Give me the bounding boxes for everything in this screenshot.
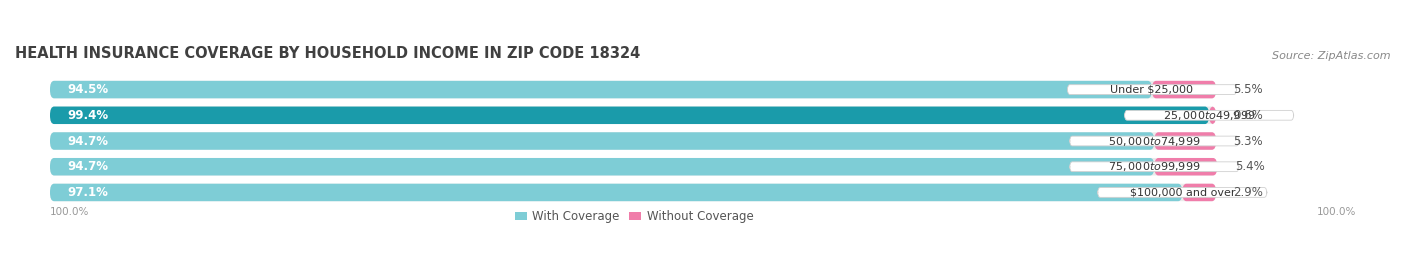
Text: Under $25,000: Under $25,000 xyxy=(1111,84,1194,95)
FancyBboxPatch shape xyxy=(1070,162,1239,172)
Text: 2.9%: 2.9% xyxy=(1233,186,1264,199)
Text: $50,000 to $74,999: $50,000 to $74,999 xyxy=(1108,134,1201,147)
Text: 5.4%: 5.4% xyxy=(1234,160,1264,173)
Text: Source: ZipAtlas.com: Source: ZipAtlas.com xyxy=(1272,51,1391,61)
FancyBboxPatch shape xyxy=(1154,132,1216,150)
FancyBboxPatch shape xyxy=(1098,187,1267,197)
FancyBboxPatch shape xyxy=(51,107,1216,124)
FancyBboxPatch shape xyxy=(1182,184,1216,201)
FancyBboxPatch shape xyxy=(51,132,1154,150)
Text: 99.4%: 99.4% xyxy=(67,109,108,122)
FancyBboxPatch shape xyxy=(51,184,1182,201)
Text: 97.1%: 97.1% xyxy=(67,186,108,199)
FancyBboxPatch shape xyxy=(1067,85,1236,94)
FancyBboxPatch shape xyxy=(1152,81,1216,98)
FancyBboxPatch shape xyxy=(51,107,1209,124)
FancyBboxPatch shape xyxy=(51,81,1152,98)
FancyBboxPatch shape xyxy=(51,184,1216,201)
FancyBboxPatch shape xyxy=(51,132,1216,150)
Text: 5.3%: 5.3% xyxy=(1233,134,1263,147)
Text: $75,000 to $99,999: $75,000 to $99,999 xyxy=(1108,160,1201,173)
FancyBboxPatch shape xyxy=(1154,158,1218,175)
Text: $100,000 and over: $100,000 and over xyxy=(1129,187,1234,197)
Text: 94.7%: 94.7% xyxy=(67,134,108,147)
FancyBboxPatch shape xyxy=(51,158,1154,175)
FancyBboxPatch shape xyxy=(1070,136,1239,146)
Text: 94.5%: 94.5% xyxy=(67,83,108,96)
Text: $25,000 to $49,999: $25,000 to $49,999 xyxy=(1163,109,1256,122)
Text: 100.0%: 100.0% xyxy=(51,207,90,217)
FancyBboxPatch shape xyxy=(1125,110,1294,120)
FancyBboxPatch shape xyxy=(51,158,1216,175)
FancyBboxPatch shape xyxy=(51,81,1216,98)
Legend: With Coverage, Without Coverage: With Coverage, Without Coverage xyxy=(510,205,758,228)
Text: 5.5%: 5.5% xyxy=(1233,83,1263,96)
Text: 94.7%: 94.7% xyxy=(67,160,108,173)
Text: HEALTH INSURANCE COVERAGE BY HOUSEHOLD INCOME IN ZIP CODE 18324: HEALTH INSURANCE COVERAGE BY HOUSEHOLD I… xyxy=(15,45,640,61)
FancyBboxPatch shape xyxy=(1209,107,1216,124)
Text: 100.0%: 100.0% xyxy=(1316,207,1355,217)
Text: 0.6%: 0.6% xyxy=(1233,109,1264,122)
